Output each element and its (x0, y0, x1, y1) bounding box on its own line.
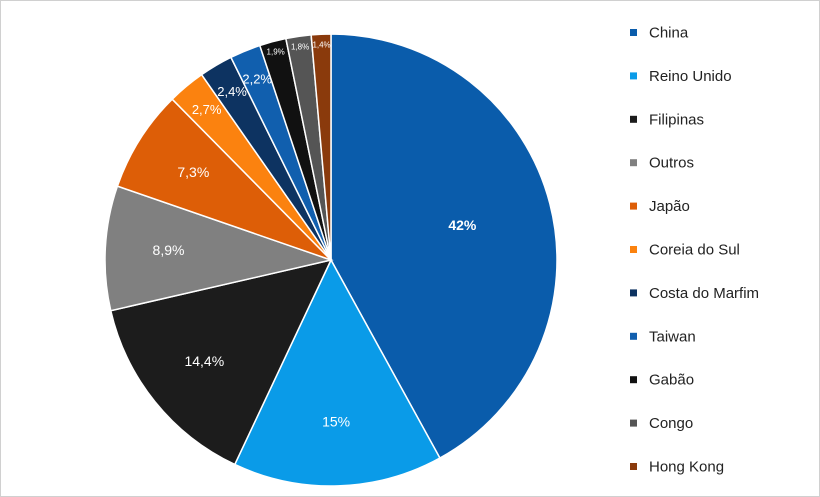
data-label: 1,4% (312, 41, 330, 50)
data-label: 2,2% (242, 72, 272, 87)
legend-swatch (630, 29, 637, 36)
legend-label: Hong Kong (649, 458, 724, 475)
legend-label: Congo (649, 415, 693, 432)
legend-label: Coreia do Sul (649, 241, 740, 258)
legend-label: China (649, 24, 689, 41)
pie-slice (330, 33, 558, 460)
data-label: 14,4% (184, 353, 224, 369)
legend-label: Costa do Marfim (649, 285, 759, 302)
data-label: 1,8% (291, 43, 309, 52)
legend-label: Outros (649, 155, 694, 172)
pie-slice (116, 98, 332, 261)
pie-slice (104, 185, 334, 312)
data-label: 42% (448, 217, 477, 233)
legend-swatch (630, 246, 637, 253)
legend-swatch (630, 202, 637, 210)
pie-slice (233, 258, 441, 487)
legend-swatch (630, 72, 637, 80)
legend-label: Reino Unido (649, 68, 732, 85)
legend-label: Taiwan (649, 328, 696, 345)
legend-swatch (630, 289, 637, 297)
data-label: 15% (322, 413, 350, 429)
data-label: 2,4% (217, 84, 247, 99)
pie-slice (310, 33, 332, 261)
legend-swatch (630, 376, 637, 384)
legend-swatch (630, 419, 637, 427)
legend-swatch (630, 463, 637, 470)
legend-label: Japão (649, 198, 690, 215)
data-label: 2,7% (192, 102, 222, 117)
legend-swatch (630, 115, 637, 123)
data-label: 7,3% (177, 164, 209, 180)
data-label: 1,9% (267, 48, 285, 57)
legend-label: Filipinas (649, 111, 704, 128)
legend-swatch (630, 332, 637, 340)
data-label: 8,9% (153, 242, 185, 258)
legend-swatch (630, 159, 637, 167)
pie-slice (109, 258, 333, 466)
legend-label: Gabão (649, 372, 694, 389)
